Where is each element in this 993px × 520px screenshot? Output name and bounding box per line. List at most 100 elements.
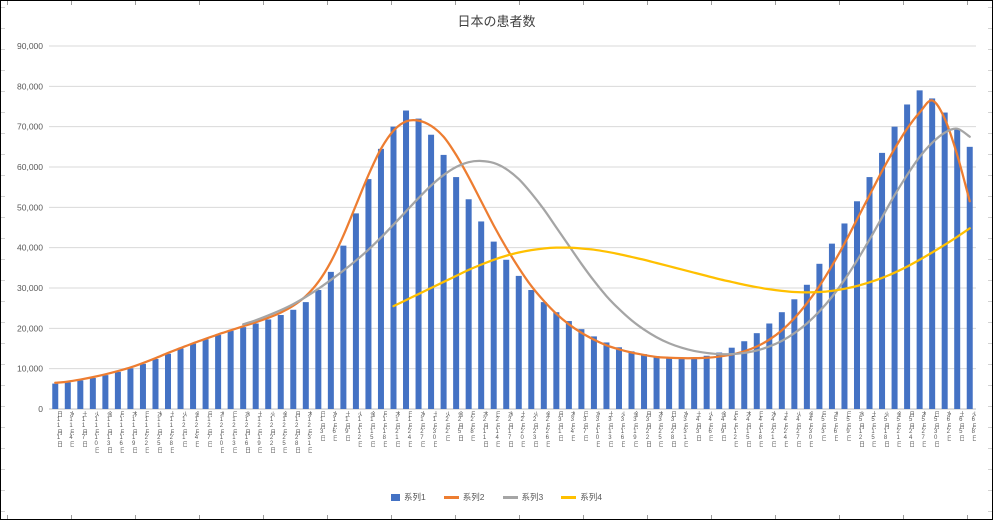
x-axis-label: 火12月22日: [268, 411, 275, 453]
y-axis-label: 20,000: [17, 323, 43, 333]
x-axis-label: 土11月7日: [80, 411, 87, 447]
x-axis-label: 日2月14日: [494, 411, 501, 447]
bar-系列1: [377, 148, 384, 409]
legend-label: 系列3: [521, 492, 544, 502]
x-axis-label: 日3月28日: [669, 411, 676, 447]
bar-系列1: [653, 356, 660, 409]
bar-系列1: [290, 309, 297, 409]
legend-item[interactable]: 系列4: [561, 491, 602, 503]
line-系列2: [54, 99, 971, 384]
x-axis-label: 火4月6日: [707, 411, 714, 441]
x-axis-label: 木3月25日: [657, 411, 664, 447]
x-axis-label: 水2月17日: [506, 411, 513, 447]
bar-系列1: [828, 243, 835, 409]
x-axis-label: 木4月15日: [744, 411, 751, 447]
bar-系列1: [102, 375, 109, 409]
x-axis-label: 土11月28日: [168, 411, 175, 453]
x-axis-label: 土12月19日: [256, 411, 263, 453]
y-axis-label: 60,000: [17, 162, 43, 172]
bar-系列1: [403, 110, 410, 410]
line-系列4: [392, 227, 971, 308]
x-axis-label: 木5月27日: [920, 411, 927, 447]
x-axis-label: 日1月24日: [406, 411, 413, 447]
x-axis-label: 土6月5日: [957, 411, 964, 441]
x-axis-label: 金2月5日: [456, 411, 463, 441]
bar-系列1: [540, 302, 547, 409]
x-axis-label: 金11月13日: [105, 411, 112, 453]
bar-系列1: [565, 321, 572, 409]
x-axis-label: 日5月9日: [845, 411, 851, 441]
bar-系列1: [77, 380, 84, 409]
x-axis-label: 金3月19日: [631, 411, 638, 447]
bar-系列1: [252, 323, 259, 409]
bar-系列1: [841, 223, 848, 409]
bar-系列1: [628, 351, 635, 409]
line-系列3: [242, 127, 971, 356]
bar-系列1: [240, 327, 247, 409]
x-axis-label: 水4月21日: [769, 411, 776, 447]
x-axis-label: 木2月11日: [481, 411, 488, 447]
x-axis-label: 日11月1日: [55, 411, 62, 447]
x-axis-label: 土5月15日: [870, 411, 877, 447]
bar-系列1: [678, 357, 685, 409]
legend-item[interactable]: 系列1: [391, 491, 426, 503]
x-axis-label: 水5月12日: [857, 411, 864, 447]
spreadsheet-row-ticks-right: [988, 7, 992, 519]
bar-系列1: [778, 312, 785, 409]
x-axis-label: 月11月16日: [118, 411, 125, 453]
x-axis-label: 月3月1日: [556, 411, 563, 441]
bar-系列1: [152, 358, 159, 409]
x-axis-label: 木12月10日: [218, 411, 225, 453]
bar-系列1: [728, 347, 735, 409]
bar-系列1: [791, 299, 798, 409]
bar-系列1: [139, 363, 146, 409]
legend-marker-line-icon: [502, 495, 518, 499]
x-axis-label: 土1月9日: [343, 411, 350, 441]
bar-系列1: [277, 315, 284, 409]
spreadsheet-row-ticks-left: [1, 7, 5, 519]
x-axis-label: 火2月23日: [531, 411, 538, 447]
x-axis-label: 水11月25日: [155, 411, 162, 453]
chart-plot-area[interactable]: 0 10,000 20,000 30,000 40,000 50,000 60,000 70,…: [1, 1, 993, 471]
bar-系列1: [578, 329, 585, 409]
x-axis-label: 金12月25日: [281, 411, 288, 453]
bar-系列1: [666, 357, 673, 409]
bar-系列1: [553, 312, 560, 409]
bar-系列1: [641, 354, 648, 409]
x-axis-label: 土1月30日: [431, 411, 438, 447]
bar-系列1: [916, 90, 923, 409]
legend-item[interactable]: 系列2: [443, 491, 485, 503]
legend: 系列1 系列2 系列3 系列4: [1, 489, 992, 505]
x-axis-labels: 日11月1日 水11月4日 土11月7日 火11月10日 金11月13日 月11月16日木…: [49, 411, 977, 485]
y-axis-label: 90,000: [17, 41, 43, 51]
y-axis-label: 10,000: [17, 364, 43, 374]
x-axis-label: 木1月21日: [393, 411, 400, 447]
bar-系列1: [866, 177, 873, 409]
bar-系列1: [490, 241, 497, 409]
bar-系列1: [691, 357, 698, 409]
spreadsheet-column-ticks-bottom: [7, 515, 992, 519]
bar-系列1: [265, 319, 272, 409]
x-axis-label: 日12月13日: [230, 411, 237, 453]
bar-系列1: [766, 323, 773, 409]
bar-系列1: [340, 245, 347, 409]
bar-系列1: [64, 382, 71, 409]
legend-marker-line-icon: [443, 495, 459, 499]
legend-label: 系列1: [404, 492, 426, 502]
x-axis-label: 火1月12日: [356, 411, 363, 447]
x-axis-label: 日4月18日: [757, 411, 764, 447]
y-axis-label: 80,000: [17, 81, 43, 91]
legend-item[interactable]: 系列3: [502, 491, 544, 503]
bar-系列1: [465, 199, 472, 409]
x-axis-label: 金12月4日: [193, 411, 200, 447]
bar-系列1: [966, 146, 973, 410]
bar-系列1: [615, 347, 622, 409]
bar-系列1: [753, 333, 760, 409]
x-axis-label: 火4月27日: [794, 411, 801, 447]
bar-系列1: [603, 342, 610, 409]
bar-系列1: [302, 302, 309, 409]
bar-系列1: [803, 284, 810, 409]
bar-系列1: [528, 290, 535, 409]
x-axis-label: 月1月18日: [381, 411, 388, 447]
